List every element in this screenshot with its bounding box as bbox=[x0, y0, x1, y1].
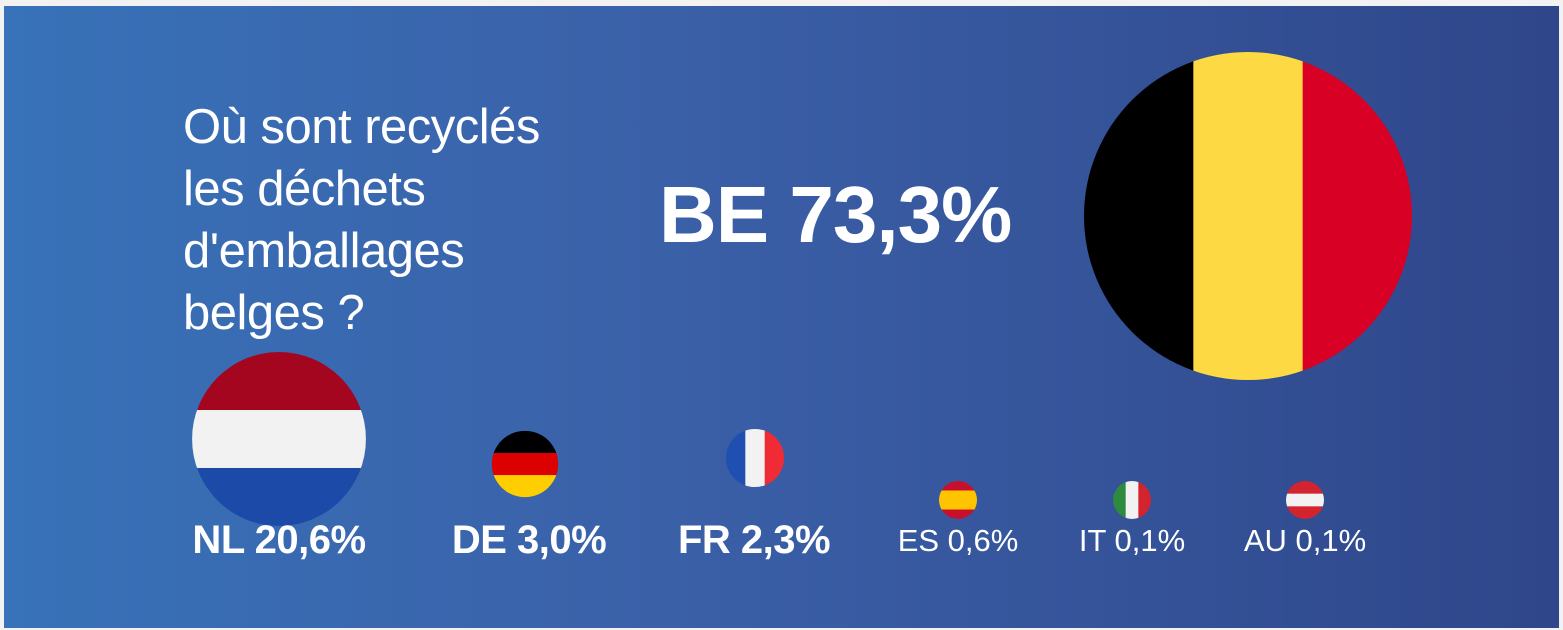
label-es: ES 0,6% bbox=[897, 523, 1019, 558]
flag-stripe bbox=[491, 430, 559, 454]
flag-stripe bbox=[491, 475, 559, 498]
netherlands-flag bbox=[192, 352, 366, 526]
headline-line: d'emballages bbox=[183, 224, 465, 278]
flag-stripe bbox=[1138, 481, 1151, 519]
flag-stripe bbox=[939, 481, 977, 492]
flag-stripe bbox=[491, 452, 559, 476]
flag-stripe bbox=[764, 428, 785, 488]
flag-stripe bbox=[725, 428, 746, 488]
germany-flag bbox=[491, 430, 559, 498]
flag-stripe bbox=[192, 410, 366, 469]
headline-line: belges ? bbox=[183, 286, 365, 340]
flag-stripe bbox=[939, 509, 977, 519]
label-it: IT 0,1% bbox=[1078, 523, 1186, 558]
headline-line: Où sont recyclés bbox=[183, 100, 540, 154]
flag-stripe bbox=[1125, 481, 1139, 519]
austria-flag bbox=[1286, 481, 1324, 519]
france-flag bbox=[725, 428, 785, 488]
label-be: BE 73,3% bbox=[659, 170, 1012, 259]
flag-bubbles bbox=[192, 52, 1412, 526]
flag-stripe bbox=[1286, 506, 1324, 519]
headline-line: les déchets bbox=[183, 162, 426, 216]
headline: Où sont recyclés les déchets d'emballage… bbox=[183, 96, 643, 344]
flag-stripe bbox=[939, 490, 977, 511]
flag-stripe bbox=[1286, 493, 1324, 507]
flag-stripe bbox=[1302, 52, 1412, 380]
flag-stripe bbox=[1113, 481, 1127, 519]
label-de: DE 3,0% bbox=[451, 518, 607, 562]
belgium-flag bbox=[1084, 52, 1412, 380]
flag-stripe bbox=[745, 428, 766, 488]
italy-flag bbox=[1113, 481, 1151, 519]
label-nl: NL 20,6% bbox=[192, 518, 366, 562]
flag-stripe bbox=[1084, 52, 1194, 380]
label-fr: FR 2,3% bbox=[677, 518, 831, 562]
flag-stripe bbox=[1286, 481, 1324, 495]
flag-stripe bbox=[1193, 52, 1304, 380]
label-au: AU 0,1% bbox=[1243, 523, 1367, 558]
flag-stripe bbox=[192, 352, 366, 411]
infographic-panel: Où sont recyclés les déchets d'emballage… bbox=[4, 6, 1559, 628]
spain-flag bbox=[939, 481, 977, 519]
